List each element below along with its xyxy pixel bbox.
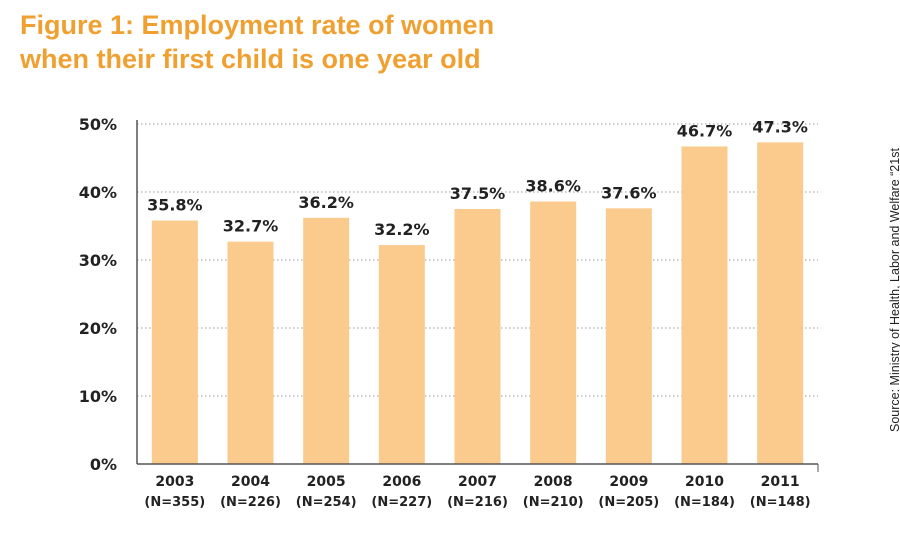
sample-size-label: (N=355) <box>144 495 205 510</box>
y-tick-label: 20% <box>79 319 117 338</box>
x-tick-label: 2008 <box>534 474 573 490</box>
y-tick-label: 10% <box>79 387 117 406</box>
chart-title-line-2: when their first child is one year old <box>20 44 481 74</box>
x-tick-label: 2004 <box>231 474 270 490</box>
x-tick-label: 2009 <box>609 474 648 490</box>
sample-size-label: (N=226) <box>220 495 281 510</box>
sample-size-label: (N=148) <box>750 495 811 510</box>
chart-title-line-1: Figure 1: Employment rate of women <box>20 10 495 40</box>
data-label: 37.5% <box>450 184 506 203</box>
y-tick-label: 50% <box>79 115 117 134</box>
bar <box>757 142 804 465</box>
source-note: Source: Ministry of Health, Labor and We… <box>888 148 900 432</box>
sample-size-label: (N=205) <box>598 495 659 510</box>
y-tick-label: 0% <box>90 455 117 474</box>
bar <box>605 208 652 464</box>
x-tick-label: 2011 <box>761 474 800 490</box>
data-label: 37.6% <box>601 183 657 202</box>
bar <box>151 220 198 464</box>
y-tick-label: 40% <box>79 183 117 202</box>
bar <box>227 241 274 464</box>
data-label: 47.3% <box>752 117 808 136</box>
data-label: 32.2% <box>374 220 430 239</box>
sample-size-label: (N=184) <box>674 495 735 510</box>
sample-size-label: (N=216) <box>447 495 508 510</box>
data-label: 46.7% <box>677 121 733 140</box>
x-tick-label: 2007 <box>458 474 497 490</box>
y-tick-label: 30% <box>79 251 117 270</box>
x-tick-label: 2005 <box>307 474 346 490</box>
bar <box>530 201 577 464</box>
data-label: 36.2% <box>298 193 354 212</box>
chart-title: Figure 1: Employment rate of women when … <box>20 8 494 76</box>
bar <box>681 146 728 464</box>
bar <box>454 209 501 464</box>
x-tick-label: 2003 <box>155 474 194 490</box>
x-tick-label: 2006 <box>382 474 421 490</box>
data-label: 35.8% <box>147 196 203 215</box>
x-tick-label: 2010 <box>685 474 724 490</box>
bar <box>303 217 350 464</box>
data-label: 32.7% <box>223 217 279 236</box>
data-label: 38.6% <box>525 177 581 196</box>
sample-size-label: (N=227) <box>371 495 432 510</box>
sample-size-label: (N=210) <box>523 495 584 510</box>
bar <box>378 245 425 464</box>
sample-size-label: (N=254) <box>296 495 357 510</box>
